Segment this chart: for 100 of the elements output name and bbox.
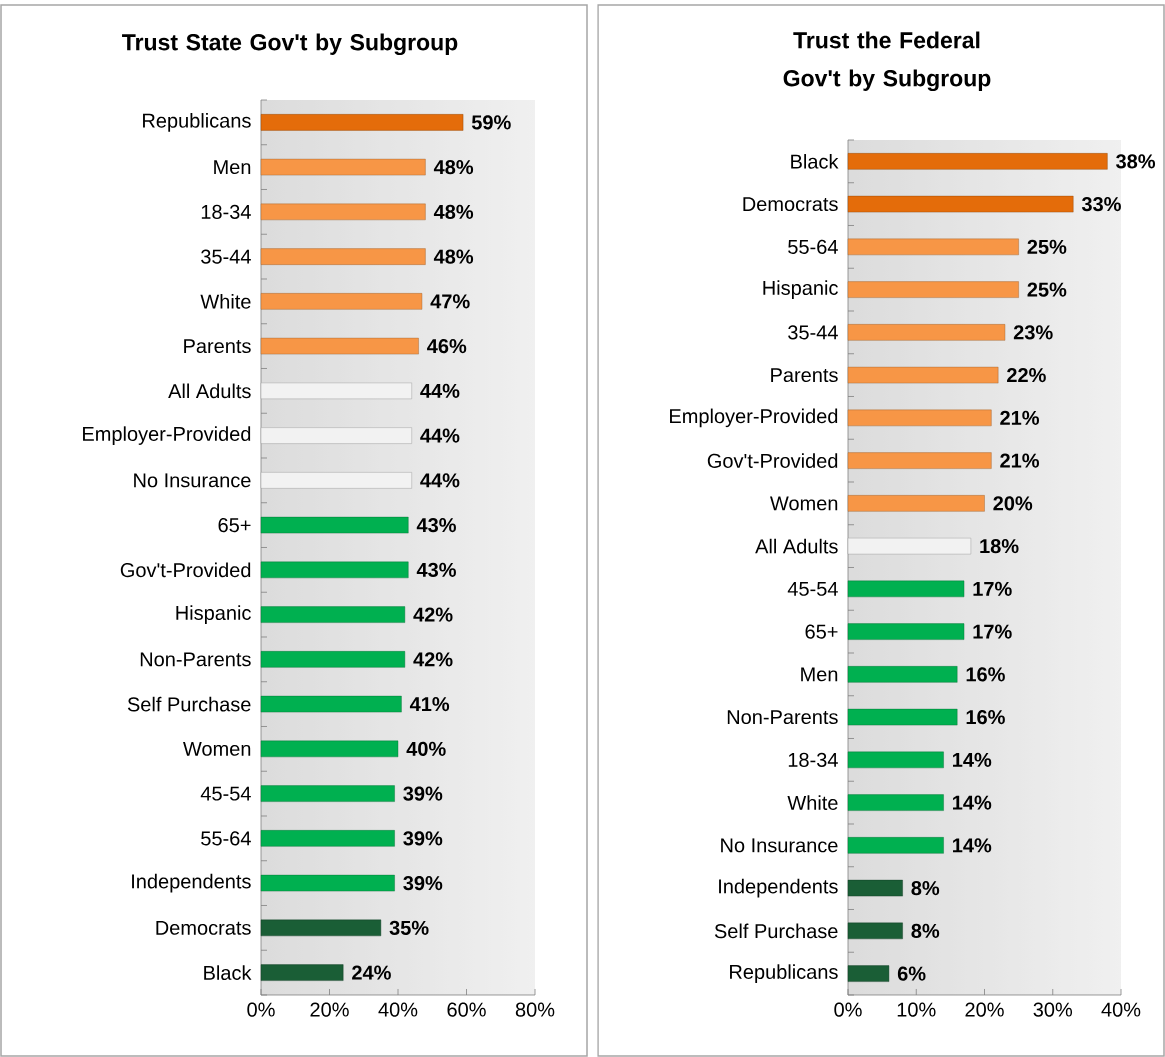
y-tick-label: 45-54 — [787, 581, 838, 596]
chart-title: Trust State Gov't by Subgroup — [122, 33, 458, 56]
data-label: 35% — [389, 920, 429, 935]
bar — [847, 837, 944, 854]
x-tick-label: 10% — [897, 1002, 936, 1017]
bar — [847, 366, 999, 384]
data-label: 42% — [413, 607, 453, 622]
data-label: 14% — [953, 838, 992, 853]
bar — [847, 324, 1006, 341]
data-label: 43% — [416, 562, 456, 577]
bar — [847, 666, 958, 683]
y-tick-label: Non-Parents — [727, 710, 838, 725]
chart-title: Trust the Federal Gov't by Subgroup — [783, 31, 991, 92]
y-tick-label: White — [787, 795, 838, 810]
y-tick-label: Men — [214, 160, 251, 175]
bar — [847, 409, 992, 427]
data-label: 23% — [1013, 325, 1053, 340]
bar — [847, 495, 985, 512]
data-label: 59% — [471, 115, 511, 130]
x-tick-label: 20% — [965, 1002, 1004, 1017]
bar — [847, 537, 972, 555]
y-tick-label: Democrats — [743, 197, 838, 212]
x-tick-label: 40% — [378, 1002, 418, 1017]
data-label: 46% — [427, 339, 467, 354]
data-label: 17% — [973, 624, 1012, 639]
bar — [847, 580, 965, 598]
y-tick-label: Self Purchase — [127, 696, 251, 712]
y-tick-label: No Insurance — [721, 838, 838, 853]
data-label: 48% — [433, 204, 474, 219]
y-tick-label: 35-44 — [788, 325, 838, 340]
bar — [260, 382, 412, 400]
bar — [847, 452, 992, 469]
data-label: 25% — [1027, 282, 1067, 297]
bar — [847, 281, 1019, 298]
x-tick-label: 20% — [310, 1002, 349, 1017]
y-tick-label: Black — [204, 965, 252, 980]
data-label: 39% — [403, 786, 443, 801]
y-tick-label: Independents — [719, 878, 838, 898]
x-tick-label: 0% — [834, 1002, 862, 1017]
bar — [847, 238, 1019, 256]
y-tick-label: White — [200, 294, 251, 309]
y-tick-label: Men — [801, 667, 838, 682]
bar — [847, 623, 965, 640]
data-label: 48% — [433, 160, 474, 175]
data-label: 6% — [897, 966, 926, 981]
y-tick-label: Parents — [184, 339, 251, 354]
y-tick-label: Republicans — [143, 113, 251, 132]
data-label: 39% — [403, 831, 443, 846]
y-tick-label: Women — [770, 496, 838, 511]
data-label: 21% — [1000, 410, 1040, 425]
y-tick-label: Self Purchase — [714, 923, 838, 939]
y-tick-label: Black — [791, 154, 839, 169]
bar — [260, 472, 412, 489]
x-tick-label: 40% — [1101, 1002, 1141, 1017]
y-tick-label: All Adults — [168, 383, 251, 399]
y-tick-label: 45-54 — [200, 786, 251, 801]
x-tick-label: 80% — [515, 1002, 555, 1017]
bar — [260, 516, 409, 534]
data-label: 8% — [911, 881, 940, 896]
data-label: 14% — [953, 752, 992, 767]
y-tick-label: Employer-Provided — [670, 408, 838, 428]
bar — [260, 606, 406, 623]
data-label: 21% — [1000, 453, 1040, 468]
y-tick-label: Republicans — [730, 964, 838, 983]
y-tick-label: Employer-Provided — [83, 426, 251, 445]
bar — [847, 965, 890, 982]
y-tick-label: Independents — [132, 873, 251, 893]
y-tick-label: 18-34 — [788, 752, 838, 767]
data-label: 16% — [966, 710, 1005, 725]
data-label: 22% — [1007, 368, 1046, 383]
bar — [260, 337, 419, 355]
bar — [260, 427, 412, 444]
y-tick-label: Non-Parents — [140, 652, 251, 667]
y-tick-label: 35-44 — [201, 249, 251, 264]
bar — [260, 203, 426, 221]
bar — [260, 561, 409, 579]
bar — [260, 293, 423, 310]
y-tick-label: Hispanic — [176, 605, 251, 624]
bar — [260, 785, 395, 802]
data-label: 17% — [973, 581, 1012, 596]
data-label: 39% — [403, 876, 443, 891]
y-tick-label: 65+ — [218, 518, 251, 533]
y-tick-label: Gov't-Provided — [707, 453, 838, 468]
bar — [260, 874, 395, 892]
data-label: 20% — [993, 496, 1033, 511]
data-label: 44% — [420, 428, 460, 443]
x-tick-label: 60% — [447, 1002, 486, 1017]
data-label: 16% — [966, 667, 1005, 682]
y-tick-label: All Adults — [755, 538, 838, 554]
data-label: 8% — [911, 923, 940, 938]
data-label: 18% — [980, 539, 1019, 554]
data-label: 44% — [420, 383, 460, 398]
x-tick-label: 0% — [247, 1002, 275, 1017]
data-label: 44% — [420, 473, 460, 488]
data-label: 38% — [1116, 154, 1156, 169]
y-tick-label: No Insurance — [134, 473, 251, 488]
bar — [260, 248, 426, 265]
data-label: 47% — [430, 294, 470, 309]
bar — [260, 695, 402, 713]
y-tick-label: Women — [183, 741, 251, 756]
